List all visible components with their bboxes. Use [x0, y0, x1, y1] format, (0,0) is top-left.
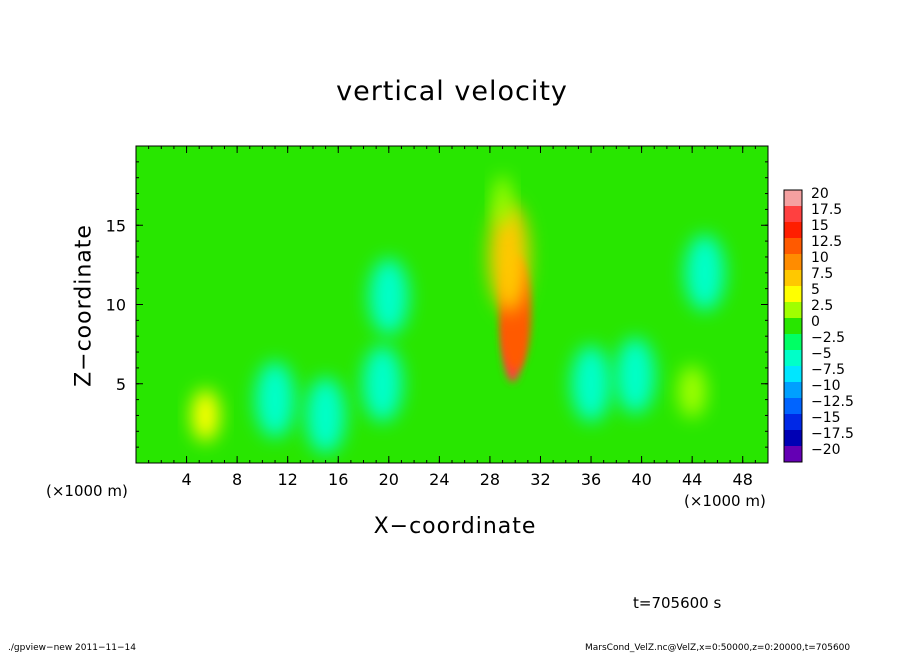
colorbar-swatch: [784, 190, 802, 207]
colorbar-swatch: [784, 222, 802, 239]
field-feature: [493, 175, 512, 228]
colorbar-label: 7.5: [811, 266, 833, 282]
field-feature: [368, 258, 409, 335]
x-tick-label: 48: [733, 470, 753, 489]
field-background: [136, 146, 768, 463]
x-tick-label: 32: [530, 470, 550, 489]
colorbar-label: 20: [811, 186, 829, 202]
footer-data-source: MarsCond_VelZ.nc@VelZ,x=0:50000,z=0:2000…: [585, 643, 851, 653]
y-tick-label: 5: [116, 375, 126, 394]
colorbar-label: 12.5: [811, 234, 842, 250]
colorbar-swatch: [784, 350, 802, 367]
x-axis-label: X−coordinate: [373, 514, 537, 539]
colorbar-swatch: [784, 366, 802, 383]
x-ticks: 4 8 12 16 20 24 28 32 36 40 44 48: [148, 146, 756, 489]
x-tick-label: 24: [429, 470, 449, 489]
colorbar-label: −2.5: [811, 330, 845, 346]
colorbar-label: 17.5: [811, 202, 842, 218]
colorbar-swatch: [784, 446, 802, 463]
colorbar-swatch: [784, 318, 802, 335]
colorbar-swatch: [784, 302, 802, 319]
field-feature: [571, 345, 612, 422]
velocity-field: [136, 146, 768, 463]
x-tick-label: 36: [581, 470, 601, 489]
field-feature: [678, 365, 707, 418]
colorbar-swatch: [784, 206, 802, 223]
x-tick-label: 12: [278, 470, 298, 489]
x-unit-left: (×1000 m): [46, 482, 128, 500]
x-unit-right: (×1000 m): [684, 492, 766, 510]
field-feature: [615, 337, 656, 414]
field-feature: [362, 345, 403, 422]
x-tick-label: 28: [480, 470, 500, 489]
x-tick-label: 44: [682, 470, 702, 489]
colorbar-swatch: [784, 414, 802, 431]
x-tick-label: 20: [379, 470, 399, 489]
colorbar: 2017.51512.5107.552.50−2.5−5−7.5−10−12.5…: [783, 186, 854, 463]
chart-title: vertical velocity: [336, 76, 568, 107]
time-annotation: t=705600 s: [633, 594, 722, 612]
colorbar-swatch: [784, 398, 802, 415]
x-tick-label: 16: [328, 470, 348, 489]
y-tick-label: 10: [106, 296, 126, 315]
colorbar-swatch: [784, 254, 802, 271]
colorbar-label: −17.5: [811, 426, 854, 442]
colorbar-label: 5: [811, 282, 820, 298]
field-feature: [255, 361, 296, 438]
x-tick-label: 40: [631, 470, 651, 489]
colorbar-swatch: [784, 430, 802, 447]
y-tick-label: 15: [106, 216, 126, 235]
x-tick-label: 4: [181, 470, 191, 489]
colorbar-label: −15: [811, 410, 841, 426]
x-tick-label: 8: [232, 470, 242, 489]
colorbar-swatch: [784, 286, 802, 303]
footer-program-date: ./gpview−new 2011−11−14: [8, 643, 136, 653]
colorbar-label: −5: [811, 346, 832, 362]
colorbar-label: 2.5: [811, 298, 833, 314]
field-features: [191, 175, 725, 454]
colorbar-label: 0: [811, 314, 820, 330]
y-axis-label: Z−coordinate: [71, 224, 97, 387]
colorbar-swatch: [784, 238, 802, 255]
colorbar-label: −12.5: [811, 394, 854, 410]
colorbar-swatch: [784, 270, 802, 287]
field-feature: [488, 201, 529, 312]
colorbar-label: −10: [811, 378, 841, 394]
colorbar-swatch: [784, 382, 802, 399]
field-feature: [191, 389, 220, 442]
colorbar-label: 10: [811, 250, 829, 266]
field-feature: [684, 234, 725, 311]
y-ticks: 5 10 15: [106, 161, 768, 448]
colorbar-label: −20: [811, 442, 841, 458]
colorbar-swatch: [784, 334, 802, 351]
field-feature: [305, 377, 346, 454]
colorbar-frame: [783, 189, 803, 463]
colorbar-label: −7.5: [811, 362, 845, 378]
colorbar-label: 15: [811, 218, 829, 234]
